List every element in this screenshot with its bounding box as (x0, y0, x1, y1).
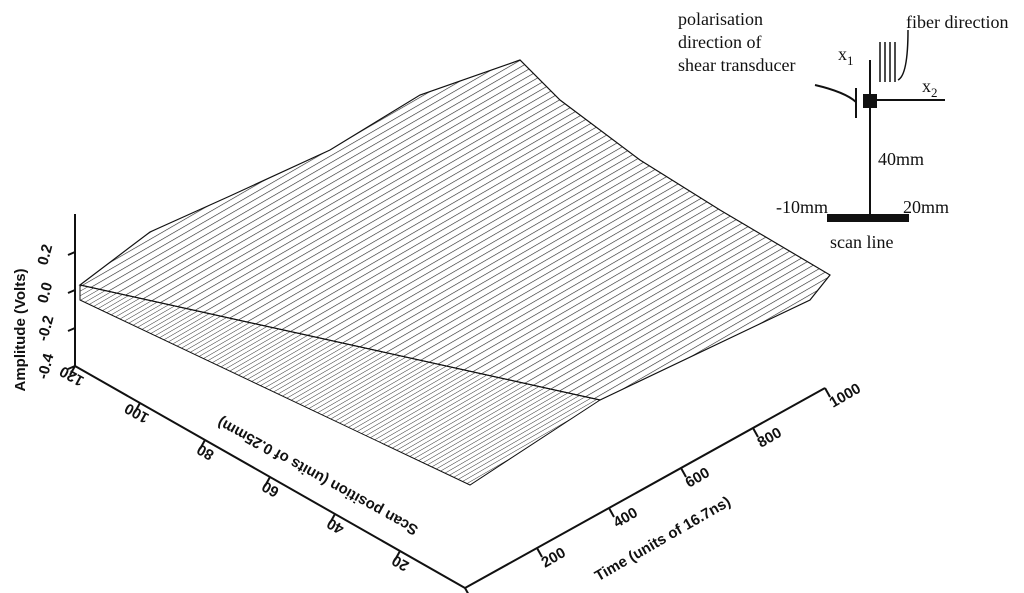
z-tick-label: -0.4 (34, 351, 57, 381)
z-tick (68, 328, 75, 331)
x-tick-label: 800 (755, 424, 785, 451)
page: polarisation direction of shear transduc… (0, 0, 1024, 593)
x-tick-label: 200 (539, 544, 569, 571)
inset-text: -10mm (776, 197, 828, 217)
surface (80, 60, 830, 485)
y-tick-label: 100 (122, 399, 152, 426)
z-tick (68, 290, 75, 293)
x-axis-title: Time (units of 16.7ns) (592, 493, 734, 585)
axis-x2: x2 (922, 76, 938, 100)
inset-text: scan line (830, 232, 893, 252)
inset-text: polarisation (678, 9, 763, 29)
z-axis-title: Amplitude (Volts) (12, 268, 29, 391)
pointer (815, 85, 856, 102)
scan-bar (828, 215, 908, 221)
inset-text: direction of (678, 32, 761, 52)
x-tick-label: 600 (683, 464, 713, 491)
fibers (880, 30, 908, 82)
z-tick (68, 252, 75, 255)
z-tick-label: 0.0 (34, 280, 56, 305)
axis-x1: x1 (838, 44, 854, 68)
inset-diagram (815, 30, 945, 221)
inset-text: fiber direction (906, 12, 1008, 32)
z-tick-label: -0.2 (34, 314, 57, 343)
z-tick-label: 0.2 (34, 242, 56, 267)
transducer (864, 95, 876, 107)
inset-text: 40mm (878, 149, 924, 169)
x-tick-label: 400 (611, 504, 641, 531)
inset-text: 20mm (903, 197, 949, 217)
inset-text: shear transducer (678, 55, 795, 75)
figure: polarisation direction of shear transduc… (0, 0, 1024, 593)
x-tick (465, 588, 470, 593)
x-tick-label: 1000 (827, 380, 864, 411)
